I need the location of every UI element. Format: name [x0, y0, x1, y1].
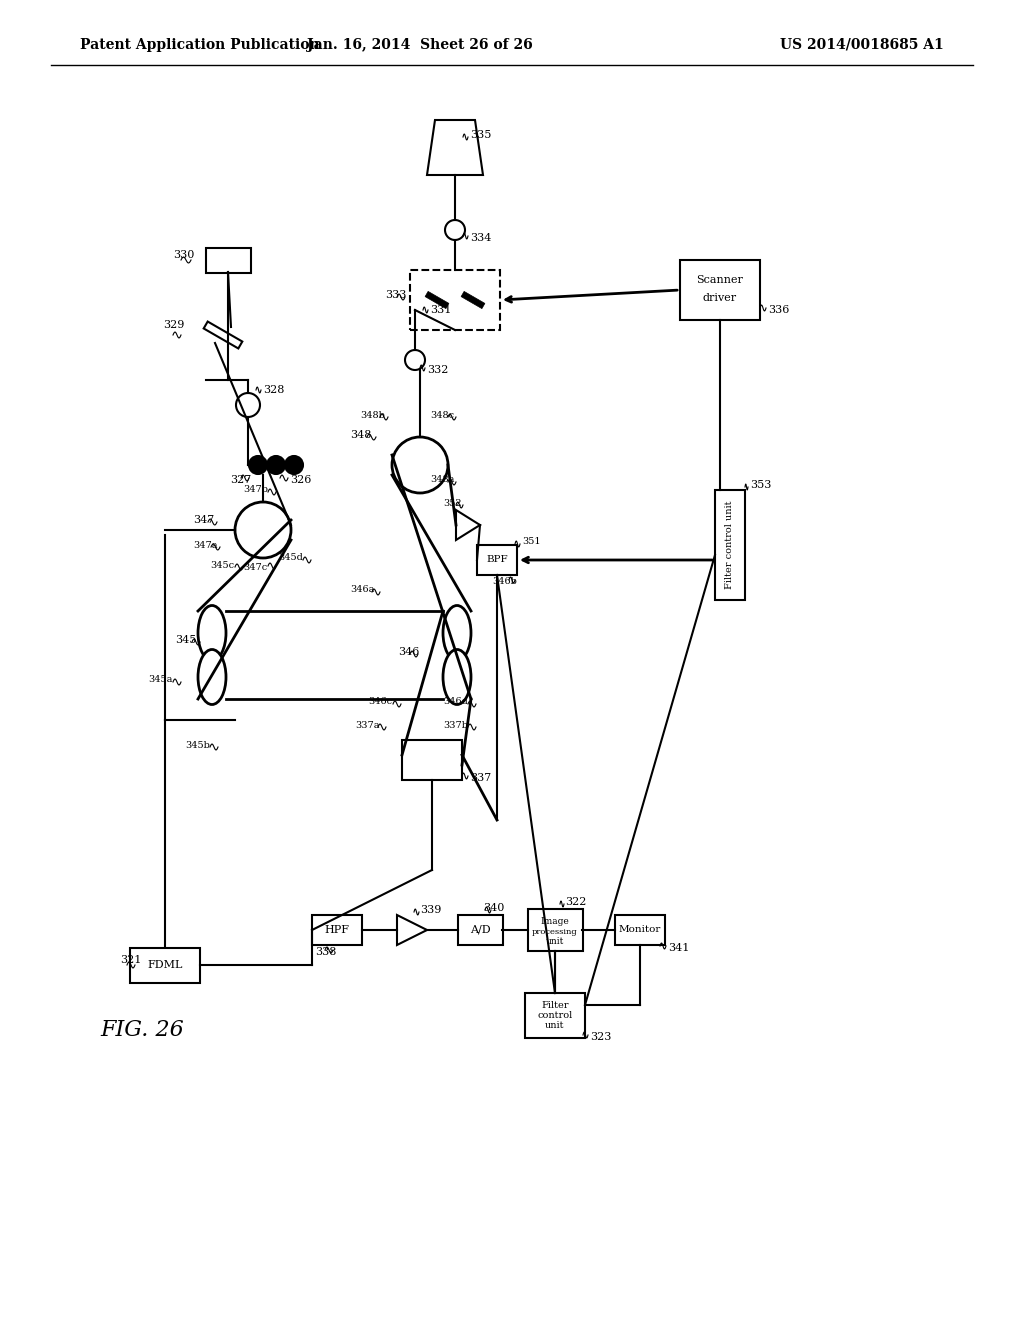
- Circle shape: [392, 437, 449, 492]
- Text: 345b: 345b: [185, 741, 210, 750]
- Circle shape: [267, 455, 285, 474]
- Circle shape: [249, 455, 267, 474]
- FancyBboxPatch shape: [715, 490, 745, 601]
- Text: 340: 340: [483, 903, 505, 913]
- Text: Patent Application Publication: Patent Application Publication: [80, 38, 319, 51]
- Circle shape: [234, 502, 291, 558]
- Text: unit: unit: [546, 937, 564, 946]
- FancyBboxPatch shape: [206, 248, 251, 272]
- Text: 341: 341: [668, 942, 689, 953]
- Ellipse shape: [443, 649, 471, 705]
- Text: 323: 323: [590, 1032, 611, 1041]
- Text: BPF: BPF: [486, 556, 508, 565]
- Text: 329: 329: [163, 319, 184, 330]
- Text: 338: 338: [315, 946, 336, 957]
- Text: HPF: HPF: [325, 925, 349, 935]
- Text: US 2014/0018685 A1: US 2014/0018685 A1: [780, 38, 944, 51]
- Text: 348: 348: [350, 430, 372, 440]
- Text: 345c: 345c: [210, 561, 234, 569]
- Text: 346b: 346b: [492, 578, 517, 586]
- Text: 330: 330: [173, 249, 195, 260]
- Text: A/D: A/D: [470, 925, 490, 935]
- Text: Jan. 16, 2014  Sheet 26 of 26: Jan. 16, 2014 Sheet 26 of 26: [307, 38, 532, 51]
- Text: 337b: 337b: [443, 721, 468, 730]
- FancyBboxPatch shape: [477, 545, 517, 576]
- Ellipse shape: [198, 606, 226, 660]
- Text: 352: 352: [443, 499, 462, 507]
- Text: FDML: FDML: [147, 960, 182, 970]
- Polygon shape: [397, 915, 427, 945]
- Ellipse shape: [443, 606, 471, 660]
- Polygon shape: [461, 292, 485, 309]
- Text: 336: 336: [768, 305, 790, 315]
- Text: 339: 339: [420, 906, 441, 915]
- FancyBboxPatch shape: [525, 993, 585, 1038]
- Circle shape: [406, 350, 425, 370]
- Polygon shape: [456, 510, 480, 540]
- Text: 347a: 347a: [193, 540, 217, 549]
- FancyBboxPatch shape: [680, 260, 760, 319]
- Text: Filter: Filter: [542, 1001, 568, 1010]
- Circle shape: [236, 393, 260, 417]
- Polygon shape: [427, 120, 483, 176]
- Text: 347c: 347c: [243, 564, 267, 573]
- FancyBboxPatch shape: [615, 915, 665, 945]
- Text: 351: 351: [522, 537, 541, 546]
- Text: 346c: 346c: [368, 697, 392, 706]
- Ellipse shape: [198, 649, 226, 705]
- Text: 346a: 346a: [350, 586, 375, 594]
- Text: Monitor: Monitor: [618, 925, 662, 935]
- Text: Image: Image: [541, 917, 569, 927]
- FancyBboxPatch shape: [402, 741, 462, 780]
- Text: processing: processing: [532, 928, 578, 936]
- FancyBboxPatch shape: [130, 948, 200, 982]
- Text: 348c: 348c: [430, 411, 454, 420]
- Text: unit: unit: [545, 1020, 565, 1030]
- Text: Filter control unit: Filter control unit: [725, 500, 734, 589]
- FancyBboxPatch shape: [312, 915, 362, 945]
- Text: 327: 327: [230, 475, 251, 484]
- FancyBboxPatch shape: [527, 909, 583, 950]
- Polygon shape: [204, 322, 243, 348]
- Text: 345a: 345a: [148, 676, 172, 685]
- Text: 348b: 348b: [360, 411, 385, 420]
- Text: 347: 347: [193, 515, 214, 525]
- Text: Scanner: Scanner: [696, 275, 743, 285]
- Text: 347b: 347b: [243, 486, 268, 495]
- Text: 326: 326: [290, 475, 311, 484]
- FancyBboxPatch shape: [458, 915, 503, 945]
- Text: 337a: 337a: [355, 721, 380, 730]
- Text: 333: 333: [385, 290, 407, 300]
- Text: 345: 345: [175, 635, 197, 645]
- Text: 332: 332: [427, 366, 449, 375]
- Text: 345d: 345d: [278, 553, 303, 562]
- Text: control: control: [538, 1011, 572, 1019]
- Circle shape: [285, 455, 303, 474]
- Text: 353: 353: [750, 480, 771, 490]
- Text: 346d: 346d: [443, 697, 468, 706]
- Text: 328: 328: [263, 385, 285, 395]
- Text: 331: 331: [430, 305, 452, 315]
- Polygon shape: [425, 292, 449, 309]
- Text: 334: 334: [470, 234, 492, 243]
- Text: 348a: 348a: [430, 475, 455, 484]
- Text: 335: 335: [470, 129, 492, 140]
- Text: 322: 322: [565, 898, 587, 907]
- Text: 337: 337: [470, 774, 492, 783]
- Text: 346: 346: [398, 647, 420, 657]
- Bar: [410, 271, 500, 330]
- Text: driver: driver: [702, 293, 737, 304]
- Text: FIG. 26: FIG. 26: [100, 1019, 183, 1041]
- Circle shape: [445, 220, 465, 240]
- Text: 321: 321: [120, 954, 141, 965]
